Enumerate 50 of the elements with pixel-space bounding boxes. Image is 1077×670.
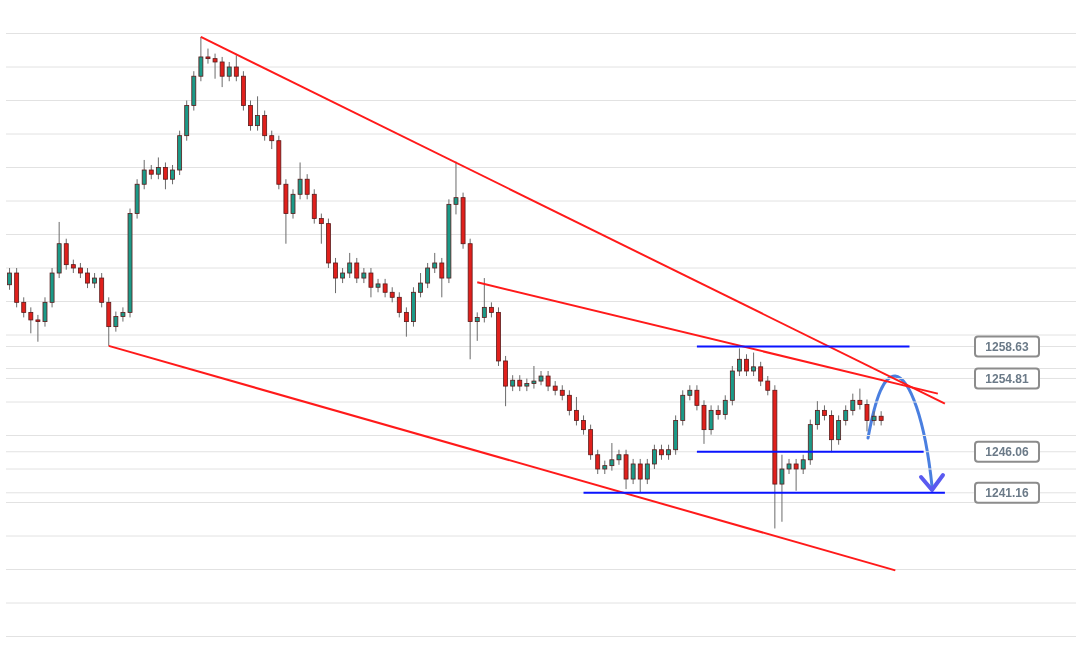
candlestick	[85, 267, 90, 289]
candlestick	[432, 252, 438, 274]
candlestick	[737, 347, 742, 377]
candlestick	[163, 161, 168, 190]
candlestick	[850, 393, 856, 416]
candlestick	[800, 454, 806, 475]
candlestick	[644, 458, 650, 485]
candlestick	[581, 414, 586, 436]
candlestick	[751, 352, 756, 377]
candlestick	[574, 396, 579, 426]
candlestick	[403, 306, 409, 338]
y-tick-label: 1258.63	[985, 339, 1030, 354]
candlestick	[170, 164, 175, 185]
candlestick	[21, 296, 27, 318]
candlestick	[347, 252, 353, 279]
candlestick	[836, 414, 842, 446]
y-tick-label: 1246.06	[985, 444, 1030, 459]
candlestick	[722, 394, 728, 421]
candlestick	[333, 257, 338, 294]
candlestick	[63, 238, 69, 271]
y-tick-label: 1254.81	[985, 371, 1030, 386]
candlestick	[418, 272, 423, 298]
candlestick	[744, 353, 749, 377]
candlestick	[474, 311, 480, 342]
candlestick	[304, 173, 310, 200]
candlestick	[233, 54, 239, 82]
candlestick	[439, 257, 445, 298]
y-tick-label: 1241.16	[985, 485, 1030, 500]
candlestick	[155, 156, 161, 180]
candlestick	[396, 291, 402, 318]
candlestick	[354, 257, 360, 284]
candlestick	[255, 95, 260, 132]
candlestick	[814, 400, 820, 431]
candlestick	[481, 277, 487, 323]
candlestick	[28, 306, 34, 334]
candlestick	[248, 100, 253, 132]
candlestick	[566, 389, 572, 416]
candlestick	[425, 262, 431, 289]
candlestick	[269, 130, 275, 150]
candlestick	[637, 458, 643, 493]
candlestick	[758, 361, 764, 387]
candlestick	[595, 449, 601, 475]
candlestick	[843, 404, 849, 426]
candlestick	[7, 267, 12, 291]
candlestick	[226, 61, 232, 82]
candlestick	[141, 159, 147, 190]
candlestick	[765, 375, 771, 396]
candlestick	[651, 444, 657, 470]
candlestick	[318, 213, 324, 245]
candlestick	[262, 110, 268, 142]
